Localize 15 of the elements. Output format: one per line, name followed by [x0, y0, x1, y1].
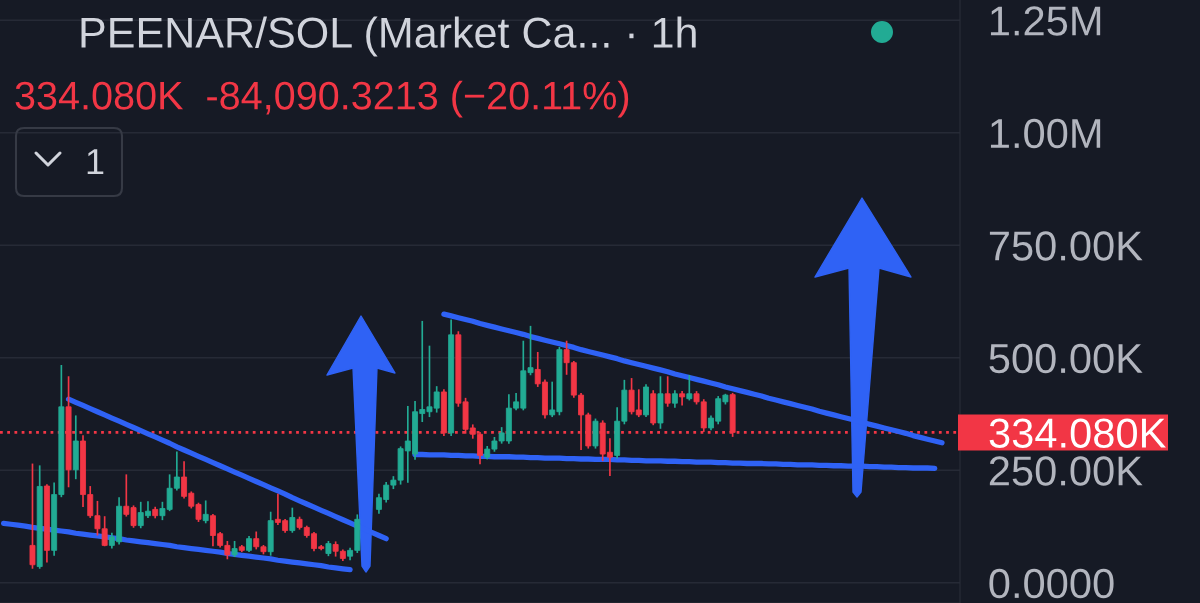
chart-title: PEENAR/SOL (Market Ca... · 1h — [81, 16, 696, 57]
candlestick — [664, 376, 671, 407]
candlestick — [202, 500, 209, 524]
y-tick-label: 0.0000 — [989, 568, 1114, 599]
text: 334.080K -84,090.3213 (−20.11%) — [15, 80, 629, 118]
y-tick-label: 250.00K — [989, 456, 1143, 486]
annotation: 1 — [87, 149, 104, 175]
candlestick — [289, 507, 296, 533]
candlestick — [686, 374, 693, 401]
candlestick — [29, 463, 36, 569]
ref-line-label: 334.080K — [989, 418, 1166, 448]
y-tick-label: 500.00K — [989, 343, 1143, 374]
y-tick-label: 1.00M — [990, 118, 1101, 149]
y-tick-label: 1.25M — [990, 6, 1101, 36]
y-tick-label: 750.00K — [989, 231, 1143, 261]
